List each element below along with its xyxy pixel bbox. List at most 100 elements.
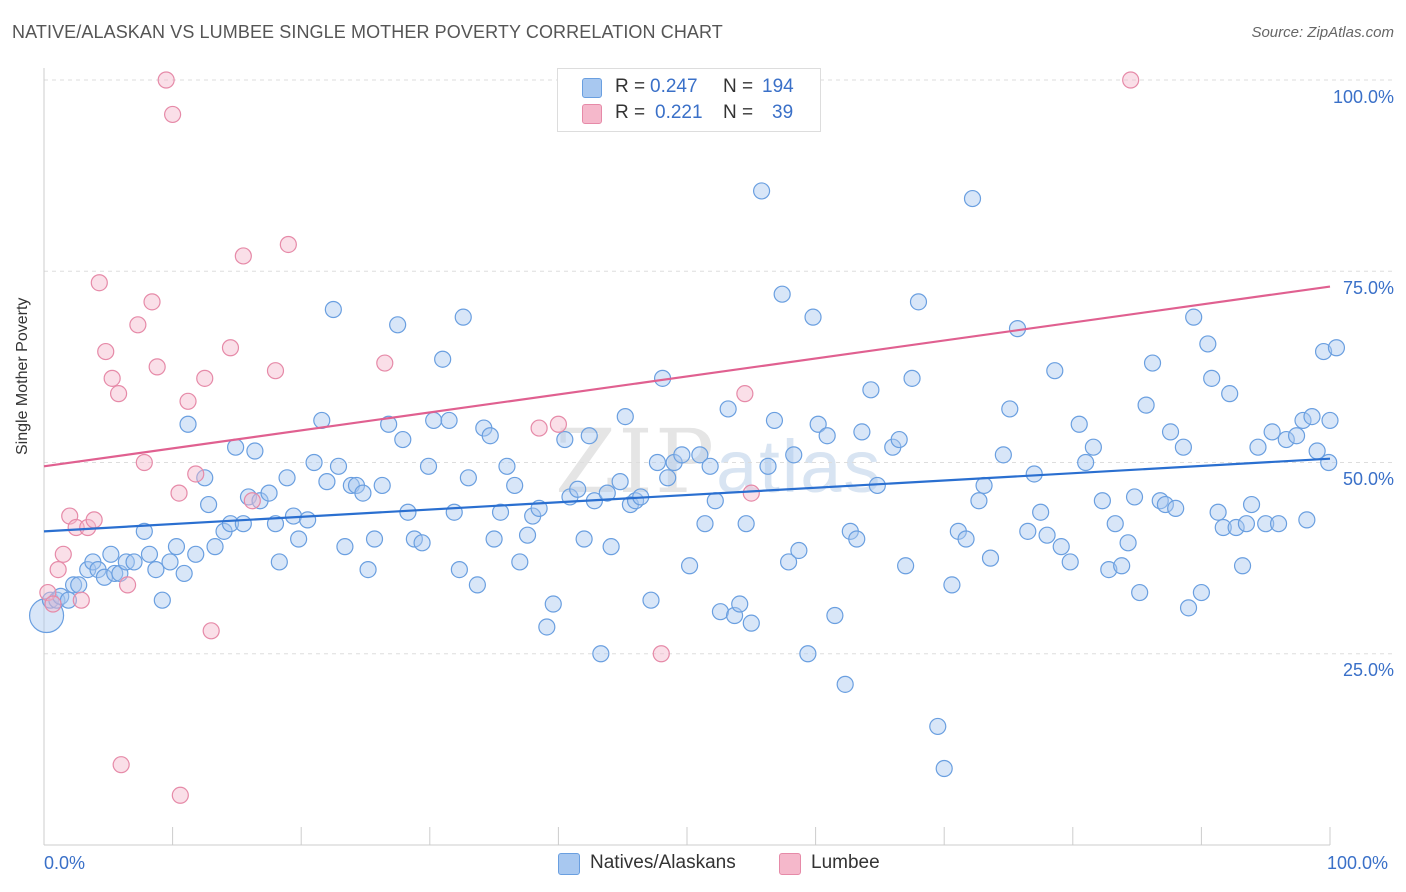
point-natives-155 bbox=[1077, 453, 1095, 472]
point-natives-123 bbox=[826, 606, 844, 625]
point-natives-56 bbox=[394, 430, 412, 449]
stats-r-label: R = bbox=[615, 102, 646, 123]
point-natives-42 bbox=[305, 453, 323, 472]
point-natives-152 bbox=[1052, 538, 1070, 556]
y-tick-label-50: 50.0% bbox=[1342, 469, 1394, 489]
point-natives-68 bbox=[468, 576, 486, 594]
point-natives-162 bbox=[1125, 488, 1144, 506]
point-natives-79 bbox=[538, 618, 556, 636]
point-natives-104 bbox=[701, 457, 719, 475]
point-natives-136 bbox=[935, 759, 953, 778]
point-natives-144 bbox=[994, 446, 1012, 464]
point-natives-177 bbox=[1214, 518, 1232, 537]
point-natives-151 bbox=[1046, 362, 1064, 380]
point-natives-193 bbox=[1314, 342, 1333, 361]
point-natives-167 bbox=[1156, 495, 1174, 514]
point-natives-116 bbox=[779, 553, 798, 571]
point-natives-195 bbox=[1321, 411, 1339, 430]
point-natives-52 bbox=[365, 530, 384, 548]
point-natives-137 bbox=[943, 576, 961, 594]
point-natives-19 bbox=[153, 591, 171, 609]
point-natives-135 bbox=[929, 717, 947, 736]
point-lumbee-34 bbox=[549, 415, 568, 433]
point-natives-20 bbox=[161, 553, 179, 571]
point-natives-172 bbox=[1185, 308, 1203, 326]
point-natives-102 bbox=[691, 446, 709, 464]
point-natives-141 bbox=[970, 492, 988, 510]
point-natives-107 bbox=[719, 400, 737, 418]
point-lumbee-20 bbox=[164, 105, 182, 124]
point-natives-36 bbox=[266, 515, 285, 533]
point-natives-121 bbox=[809, 415, 827, 433]
point-natives-60 bbox=[419, 457, 438, 475]
stats-r-label: R = bbox=[615, 76, 646, 97]
point-natives-161 bbox=[1119, 534, 1137, 552]
point-natives-40 bbox=[290, 530, 308, 548]
point-natives-122 bbox=[818, 427, 836, 445]
point-lumbee-3 bbox=[54, 545, 72, 563]
point-natives-50 bbox=[354, 484, 372, 502]
legend-label-lumbee: Lumbee bbox=[811, 852, 880, 873]
point-natives-30 bbox=[227, 438, 245, 456]
point-lumbee-33 bbox=[530, 419, 548, 437]
point-natives-191 bbox=[1303, 408, 1321, 426]
point-natives-18 bbox=[147, 560, 165, 579]
point-natives-120 bbox=[804, 308, 822, 326]
point-natives-169 bbox=[1167, 499, 1185, 517]
point-lumbee-25 bbox=[196, 369, 214, 387]
point-lumbee-37 bbox=[742, 484, 760, 502]
point-natives-70 bbox=[481, 427, 499, 445]
point-natives-140 bbox=[963, 189, 982, 208]
point-natives-74 bbox=[506, 476, 524, 495]
point-natives-26 bbox=[200, 495, 218, 514]
point-natives-132 bbox=[897, 557, 915, 575]
stats-r-value: 0.247 bbox=[650, 76, 698, 97]
point-natives-89 bbox=[602, 538, 620, 556]
legend-swatch-natives bbox=[558, 853, 580, 875]
point-natives-160 bbox=[1113, 557, 1131, 575]
point-lumbee-6 bbox=[72, 591, 90, 609]
point-natives-24 bbox=[187, 545, 205, 563]
point-natives-134 bbox=[909, 293, 928, 311]
point-natives-85 bbox=[580, 427, 598, 445]
point-natives-103 bbox=[696, 515, 714, 533]
point-natives-72 bbox=[491, 503, 510, 521]
point-natives-63 bbox=[440, 411, 458, 430]
point-lumbee-27 bbox=[221, 339, 240, 357]
y-tick-label-100: 100.0% bbox=[1332, 87, 1394, 107]
point-natives-194 bbox=[1320, 453, 1338, 472]
point-natives-180 bbox=[1233, 557, 1252, 575]
point-lumbee-23 bbox=[179, 392, 197, 410]
point-lumbee-36 bbox=[736, 385, 754, 403]
point-lumbee-2 bbox=[49, 560, 67, 579]
point-natives-153 bbox=[1061, 553, 1079, 571]
point-lumbee-15 bbox=[129, 316, 147, 334]
legend-swatch-lumbee bbox=[779, 853, 801, 875]
point-lumbee-18 bbox=[148, 358, 166, 376]
point-natives-157 bbox=[1093, 492, 1111, 510]
point-natives-22 bbox=[175, 564, 193, 583]
point-natives-73 bbox=[498, 457, 516, 475]
point-natives-156 bbox=[1084, 438, 1102, 456]
point-natives-159 bbox=[1106, 515, 1124, 533]
point-natives-80 bbox=[544, 595, 562, 613]
point-natives-178 bbox=[1221, 385, 1239, 403]
point-natives-46 bbox=[329, 457, 348, 475]
point-natives-158 bbox=[1100, 560, 1118, 579]
point-natives-47 bbox=[336, 538, 354, 556]
point-natives-115 bbox=[773, 285, 791, 303]
point-natives-71 bbox=[485, 530, 503, 548]
x-tick-label-100: 100.0% bbox=[1327, 853, 1389, 873]
stats-swatch-natives bbox=[582, 78, 602, 98]
point-natives-124 bbox=[836, 675, 854, 693]
point-natives-168 bbox=[1161, 423, 1180, 441]
point-natives-188 bbox=[1287, 427, 1306, 445]
point-lumbee-12 bbox=[109, 385, 128, 403]
y-tick-label-75: 75.0% bbox=[1342, 278, 1394, 298]
point-lumbee-11 bbox=[103, 369, 121, 387]
point-natives-25 bbox=[196, 469, 214, 487]
stats-n-value: 39 bbox=[772, 102, 794, 123]
point-natives-51 bbox=[359, 560, 377, 579]
point-natives-44 bbox=[318, 473, 336, 491]
